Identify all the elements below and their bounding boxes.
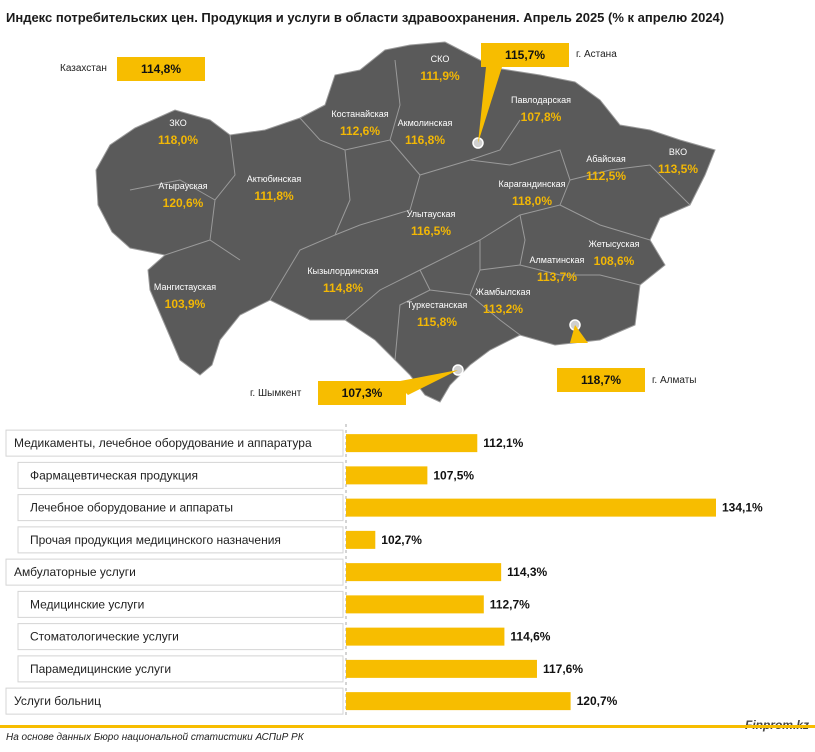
astana-value-box: 115,7% xyxy=(481,43,569,67)
category-label-frame xyxy=(5,687,344,715)
region-name: Акмолинская xyxy=(398,118,453,128)
region-name: Карагандинская xyxy=(498,179,565,189)
region-labels: СКО 111,9% ЗКО 118,0% Костанайская 112,6% Акмо… xyxy=(154,54,698,329)
region-name: Атырауская xyxy=(158,181,207,191)
bar xyxy=(346,434,478,453)
bar-value-label: 114,3% xyxy=(507,565,547,579)
region-name: Павлодарская xyxy=(511,95,571,105)
bar xyxy=(346,627,505,646)
bar xyxy=(346,498,716,517)
bar xyxy=(346,466,428,485)
region-name: Улытауская xyxy=(407,209,456,219)
region-value: 115,8% xyxy=(417,315,457,329)
bar xyxy=(346,563,502,582)
region-name: Туркестанская xyxy=(407,300,468,310)
bar-value-label: 107,5% xyxy=(433,468,474,482)
region-name: Актюбинская xyxy=(247,174,302,184)
source-note: На основе данных Бюро национальной стати… xyxy=(6,732,304,743)
category-label-frame xyxy=(17,623,344,651)
bar xyxy=(346,530,376,549)
region-value: 112,5% xyxy=(586,169,626,183)
kazakhstan-label: Казахстан xyxy=(60,63,107,74)
bar-value-label: 102,7% xyxy=(381,533,422,547)
region-value: 116,5% xyxy=(411,224,451,238)
category-label: Лечебное оборудование и аппараты xyxy=(30,501,233,515)
footer-divider xyxy=(0,725,815,728)
almaty-value-box: 118,7% xyxy=(557,368,645,392)
category-label: Стоматологические услуги xyxy=(30,630,179,644)
category-label-frame xyxy=(5,429,344,457)
kazakhstan-map: СКО 111,9% ЗКО 118,0% Костанайская 112,6% Акмо… xyxy=(95,41,716,403)
region-name: Костанайская xyxy=(331,109,388,119)
bar-value-label: 117,6% xyxy=(543,662,583,676)
shymkent-label: г. Шымкент xyxy=(250,388,302,399)
category-label-frame xyxy=(17,590,344,618)
region-name: Жамбылская xyxy=(476,287,531,297)
category-label-frame xyxy=(17,461,344,489)
region-value: 120,6% xyxy=(163,196,204,210)
category-label: Прочая продукция медицинского назначения xyxy=(30,533,281,547)
region-value: 116,8% xyxy=(405,133,445,147)
region-name: Жетысуская xyxy=(589,239,640,249)
bar-value-label: 134,1% xyxy=(722,501,763,515)
category-label: Фармацевтическая продукция xyxy=(30,468,198,482)
category-label: Медицинские услуги xyxy=(30,597,144,611)
bar xyxy=(346,595,484,614)
category-label-frame xyxy=(17,494,344,522)
bar xyxy=(346,659,537,678)
region-value: 114,8% xyxy=(323,281,363,295)
bar-value-label: 112,1% xyxy=(483,436,523,450)
map-shape xyxy=(95,41,716,403)
region-value: 107,8% xyxy=(521,110,562,124)
category-label-frame xyxy=(5,558,344,586)
category-label: Амбулаторные услуги xyxy=(14,565,136,579)
chart-title: Индекс потребительских цен. Продукция и … xyxy=(6,10,725,25)
region-value: 113,7% xyxy=(537,270,577,284)
region-name: ЗКО xyxy=(169,118,187,128)
category-label: Медикаменты, лечебное оборудование и апп… xyxy=(14,436,312,450)
region-value: 108,6% xyxy=(594,254,635,268)
category-label: Парамедицинские услуги xyxy=(30,662,171,676)
shymkent-value-box: 107,3% xyxy=(318,381,406,405)
bar-value-label: 112,7% xyxy=(490,597,530,611)
almaty-label: г. Алматы xyxy=(652,375,697,386)
category-label-frame xyxy=(17,526,344,554)
bar-value-label: 120,7% xyxy=(577,694,618,708)
region-value: 103,9% xyxy=(165,297,206,311)
region-value: 118,0% xyxy=(512,194,552,208)
region-name: Кызылординская xyxy=(307,266,378,276)
bar xyxy=(346,692,571,711)
region-borders xyxy=(129,59,691,361)
kazakhstan-value-box: 114,8% xyxy=(117,57,205,81)
region-value: 113,5% xyxy=(658,162,698,176)
region-value: 111,9% xyxy=(420,69,460,83)
region-value: 113,2% xyxy=(483,302,523,316)
region-name: Алматинская xyxy=(530,255,585,265)
callout-pointers xyxy=(395,67,588,395)
region-name: СКО xyxy=(431,54,450,64)
region-name: Мангистауская xyxy=(154,282,216,292)
category-label-frame xyxy=(17,655,344,683)
region-value: 118,0% xyxy=(158,133,198,147)
category-label: Услуги больниц xyxy=(14,694,101,708)
region-name: ВКО xyxy=(669,147,687,157)
region-name: Абайская xyxy=(586,154,626,164)
region-value: 112,6% xyxy=(340,124,380,138)
region-value: 111,8% xyxy=(254,189,294,203)
bar-value-label: 114,6% xyxy=(510,630,550,644)
astana-label: г. Астана xyxy=(576,49,617,60)
